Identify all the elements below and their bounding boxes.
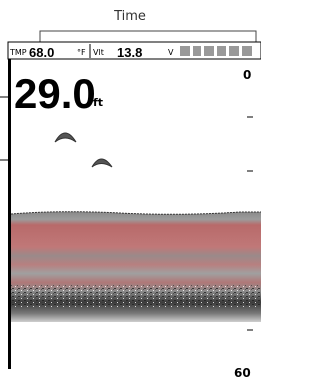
scale-top: 0 [243, 68, 251, 82]
volt-unit: V [168, 48, 174, 57]
volt-label: Vlt [93, 48, 104, 57]
screen-capture: Time TMP 68.0 °F Vlt 13.8 V 29.0 ft 0 60 [0, 0, 261, 380]
temp-label: TMP [9, 48, 27, 57]
callout-bracket [40, 31, 256, 43]
left-bar [8, 59, 11, 369]
temp-value: 68.0 [29, 45, 54, 60]
scale-bottom: 60 [234, 366, 251, 380]
page: {"callout": {"label": "Time"}, "status_b… [0, 0, 261, 380]
temp-unit: °F [77, 48, 86, 57]
depth-value: 29.0 [14, 70, 96, 117]
depth-unit: ft [93, 96, 103, 109]
callout-label: Time [113, 9, 146, 24]
echo-speckle [11, 285, 261, 307]
volt-value: 13.8 [117, 45, 142, 60]
